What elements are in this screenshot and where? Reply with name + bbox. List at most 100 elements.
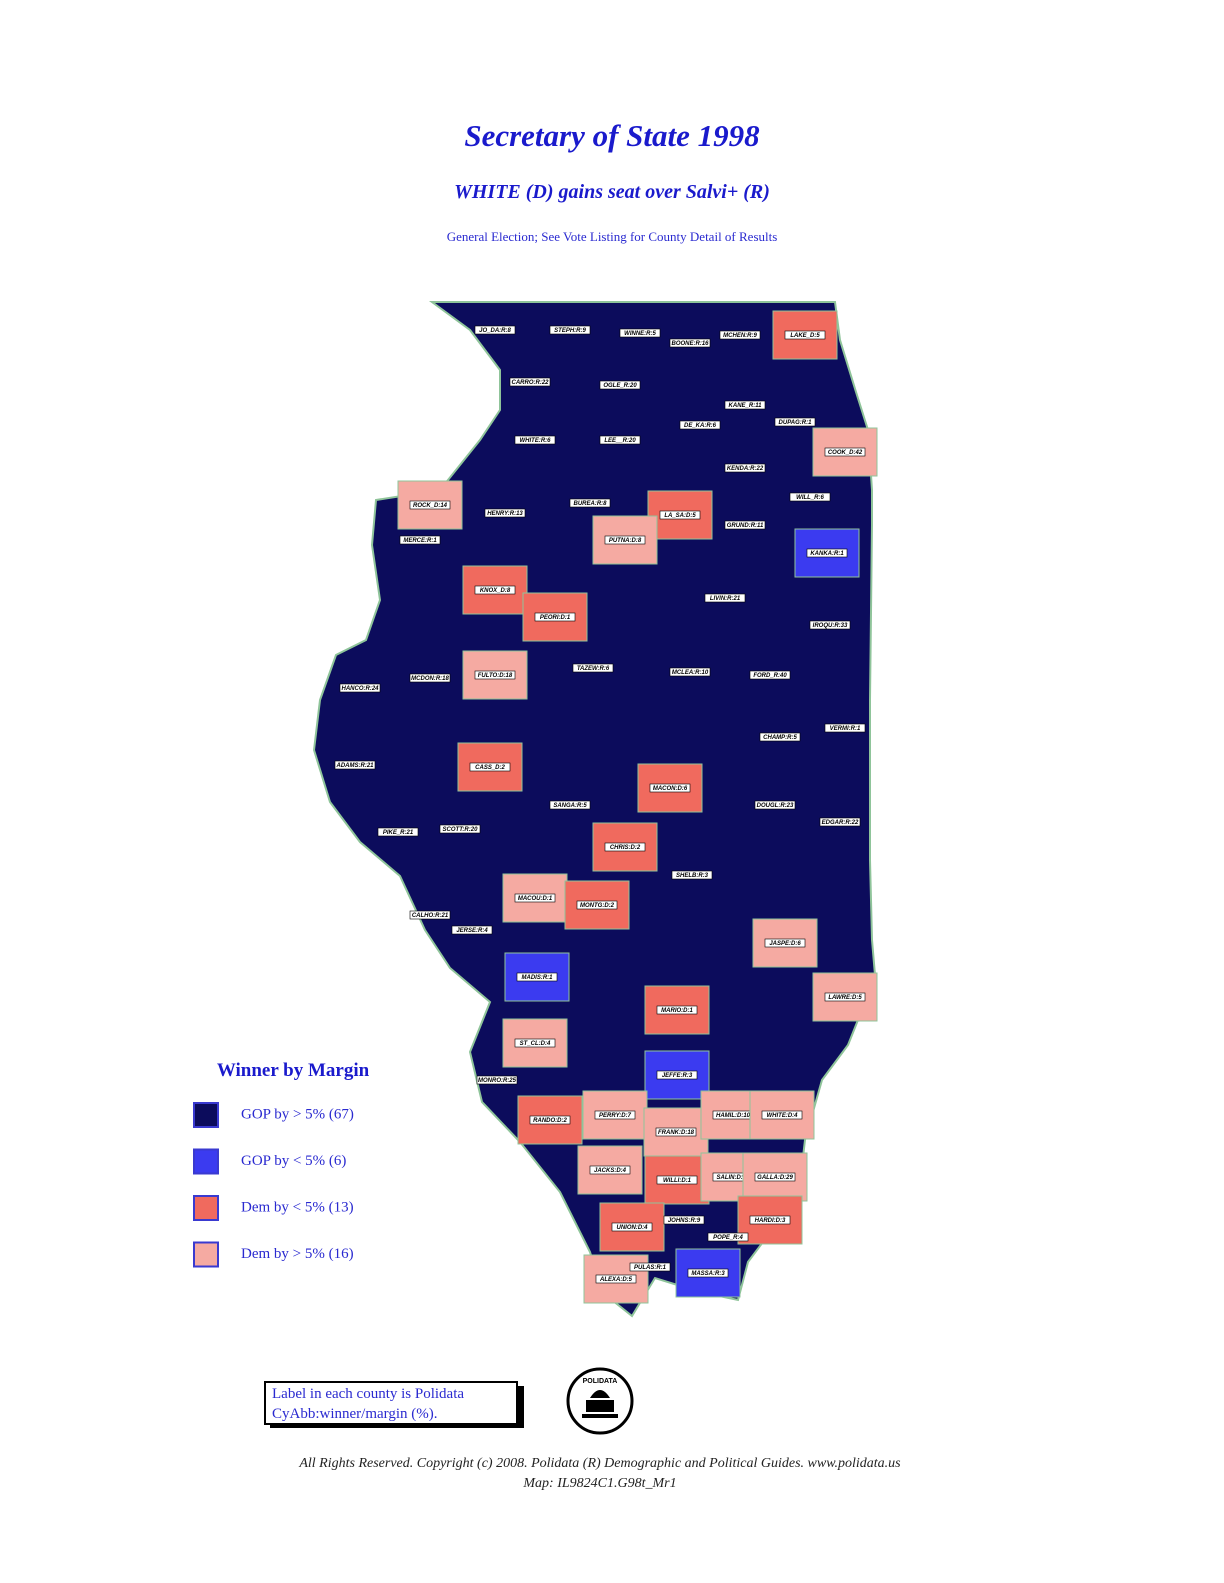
county-label: MACOU:D:1 (518, 896, 553, 902)
county-label: SALIN:D:18 (716, 1175, 750, 1181)
county-label-box (604, 842, 646, 852)
county-label: OGLE_R:20 (603, 383, 637, 389)
note-box-line: Label in each county is Polidata (272, 1386, 464, 1402)
county-label-box (594, 1110, 636, 1120)
logo-capitol (582, 1390, 618, 1418)
legend-label: GOP by < 5% (6) (241, 1153, 346, 1169)
county-label-box (409, 910, 451, 920)
county-label: LEE__R:20 (604, 438, 636, 444)
county-label-box (679, 420, 721, 430)
county-label-box (749, 670, 791, 680)
county-label: ADAMS:R:21 (335, 763, 374, 769)
county-label-box (514, 893, 556, 903)
legend: GOP by > 5% (67) GOP by < 5% (6) Dem by < … (193, 1102, 354, 1268)
county-label: PEORI:D:1 (540, 615, 571, 621)
county-label-box (656, 1005, 698, 1015)
county-label: STEPH:R:9 (554, 328, 586, 334)
county-label: MCHEN:R:9 (723, 333, 757, 339)
county-label-box (529, 1115, 571, 1125)
legend-swatch (193, 1102, 219, 1128)
county-label-box (819, 817, 861, 827)
footer: All Rights Reserved. Copyright (c) 2008.… (298, 1456, 901, 1471)
county-label-box (474, 670, 516, 680)
county-label-box (595, 1274, 637, 1284)
county-label: WHITE:D:4 (767, 1113, 799, 1119)
county-label-box (655, 1127, 697, 1137)
county-label: CARRO:R:22 (511, 380, 549, 386)
county-label: WINNE:R:5 (624, 331, 656, 337)
counties: JO_DA:R:8 STEPH:R:9 WINNE:R:5 BOONE:R:16 MCH… (334, 310, 878, 1304)
county-label-box (687, 1268, 729, 1278)
county-label: LAKE_D:5 (790, 333, 820, 339)
county-label: LA_SA:D:5 (664, 513, 696, 519)
county-label-box (484, 508, 526, 518)
county-label-box (671, 870, 713, 880)
county-label-box (774, 417, 816, 427)
county-label-box (339, 683, 381, 693)
county-label-box (611, 1222, 653, 1232)
county-label: MERCE:R:1 (403, 538, 437, 544)
county-label-box (649, 783, 691, 793)
county-label-box (476, 1075, 518, 1085)
county-label-box (754, 1172, 796, 1182)
county-label-box (514, 1038, 556, 1048)
county-label: FRANK:D:18 (658, 1130, 695, 1136)
county-label: SCOTT:R:20 (443, 827, 479, 833)
county-label: KANKA:R:1 (810, 551, 844, 557)
note-box-line: CyAbb:winner/margin (%). (272, 1406, 438, 1422)
county-label-box (724, 520, 766, 530)
county-label-box (604, 535, 646, 545)
county-label: JASPE:D:6 (769, 941, 801, 947)
county-label: FULTO:D:18 (478, 673, 513, 679)
county-label: ROCK_D:14 (413, 503, 448, 509)
county-label: ALEXA:D:5 (599, 1277, 633, 1283)
county-label-box (629, 1262, 671, 1272)
county-label-box (534, 612, 576, 622)
county-label-box (619, 328, 661, 338)
county-label: WILLI:D:1 (663, 1178, 692, 1184)
county-label-box (334, 760, 376, 770)
legend-swatch (193, 1195, 219, 1221)
county-label: POPE_R:4 (713, 1235, 743, 1241)
county-label-box (764, 938, 806, 948)
subtitle: WHITE (D) gains seat over Salvi+ (R) (454, 181, 770, 203)
state-outline (312, 301, 877, 1318)
county-label-box (514, 435, 556, 445)
county-label: BOONE:R:16 (671, 341, 709, 347)
county-label-box (659, 510, 701, 520)
county-label: MONRO:R:25 (478, 1078, 517, 1084)
county-label-box (399, 535, 441, 545)
county-label: ST_CL:D:4 (520, 1041, 551, 1047)
county-label-box (663, 1215, 705, 1225)
county-label-box (509, 377, 551, 387)
county-label: PIKE_R:21 (383, 830, 414, 836)
county-label: FORD_R:40 (753, 673, 787, 679)
county-label: PUTNA:D:8 (609, 538, 642, 544)
county-label-box (749, 1215, 791, 1225)
county-label: TAZEW:R:6 (577, 666, 610, 672)
county-label-box (656, 1175, 698, 1185)
county-label-box (569, 498, 611, 508)
county-label-box (451, 925, 493, 935)
county-label: CHRIS:D:2 (610, 845, 641, 851)
county-label: IROQU:R:33 (813, 623, 848, 629)
county-label: PERRY:D:7 (599, 1113, 632, 1119)
county-label: HENRY:R:13 (487, 511, 523, 517)
county-label: SHELB:R:3 (676, 873, 709, 879)
county-label: HANCO:R:24 (341, 686, 379, 692)
county-label: GALLA:D:29 (757, 1175, 793, 1181)
legend-title: Winner by Margin (217, 1060, 370, 1081)
county-label: HAMIL:D:10 (716, 1113, 751, 1119)
county-label-box (377, 827, 419, 837)
county-label-box (549, 800, 591, 810)
county-label: DE_KA:R:6 (684, 423, 717, 429)
county-label: MCDON:R:18 (411, 676, 449, 682)
county (675, 1248, 741, 1298)
county-label: JEFFE:R:3 (662, 1073, 693, 1079)
county-label-box (474, 325, 516, 335)
county-label: MARIO:D:1 (661, 1008, 693, 1014)
county-label-box (474, 585, 516, 595)
county-label: DOUGL:R:23 (757, 803, 794, 809)
county-label-box (789, 492, 831, 502)
